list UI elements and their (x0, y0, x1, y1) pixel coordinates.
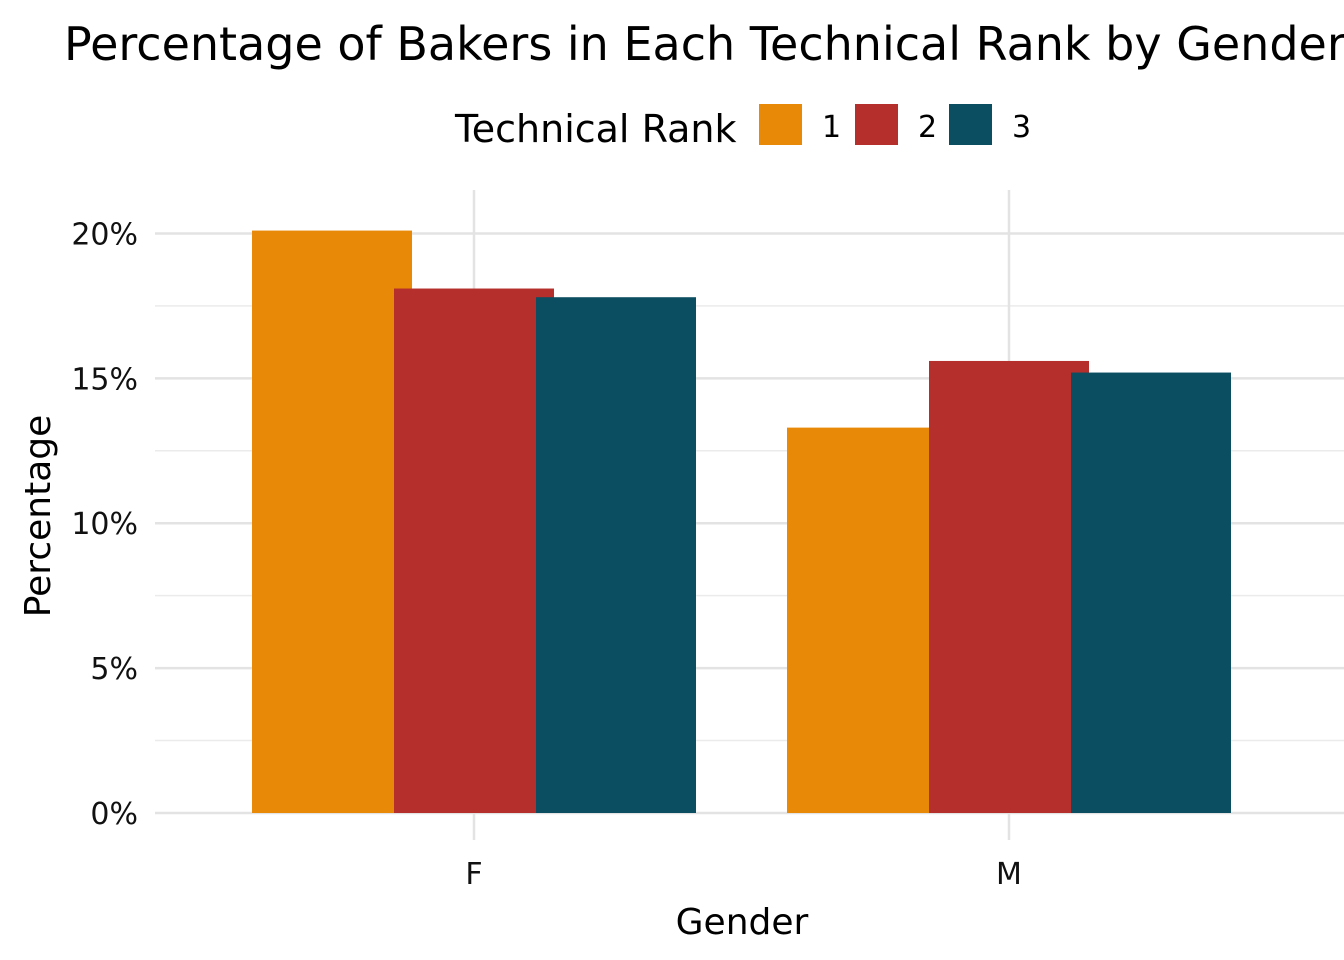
bar-f-rank-3 (536, 297, 696, 813)
legend-item-2: 2 (855, 104, 937, 145)
legend-label: 1 (822, 110, 841, 145)
legend-key (759, 104, 802, 145)
legend: Technical Rank 1 2 3 (454, 104, 1031, 151)
legend-item-1: 1 (759, 104, 841, 145)
bar-f-rank-1 (252, 230, 412, 813)
bar-f-rank-2 (394, 288, 554, 813)
chart-title: Percentage of Bakers in Each Technical R… (64, 17, 1344, 71)
bar-m-rank-2 (929, 360, 1089, 813)
x-axis-title: Gender (676, 902, 809, 943)
legend-title: Technical Rank (454, 107, 737, 151)
x-tick-label: M (996, 857, 1022, 892)
legend-key (855, 104, 898, 145)
bar-m-rank-3 (1071, 372, 1231, 813)
y-tick-label: 0% (90, 797, 138, 832)
y-axis-title: Percentage (18, 415, 59, 618)
legend-label: 2 (918, 110, 937, 145)
y-tick-label: 5% (90, 652, 138, 687)
bar-m-rank-1 (787, 427, 947, 813)
y-tick-label: 10% (71, 507, 138, 542)
y-tick-label: 15% (71, 362, 138, 397)
legend-key (949, 104, 992, 145)
legend-label: 3 (1012, 110, 1031, 145)
legend-item-3: 3 (949, 104, 1031, 145)
y-axis-ticks: 0% 5% 10% 15% 20% (71, 217, 138, 832)
bars (252, 230, 1231, 813)
y-tick-label: 20% (71, 217, 138, 252)
x-tick-label: F (465, 857, 482, 892)
